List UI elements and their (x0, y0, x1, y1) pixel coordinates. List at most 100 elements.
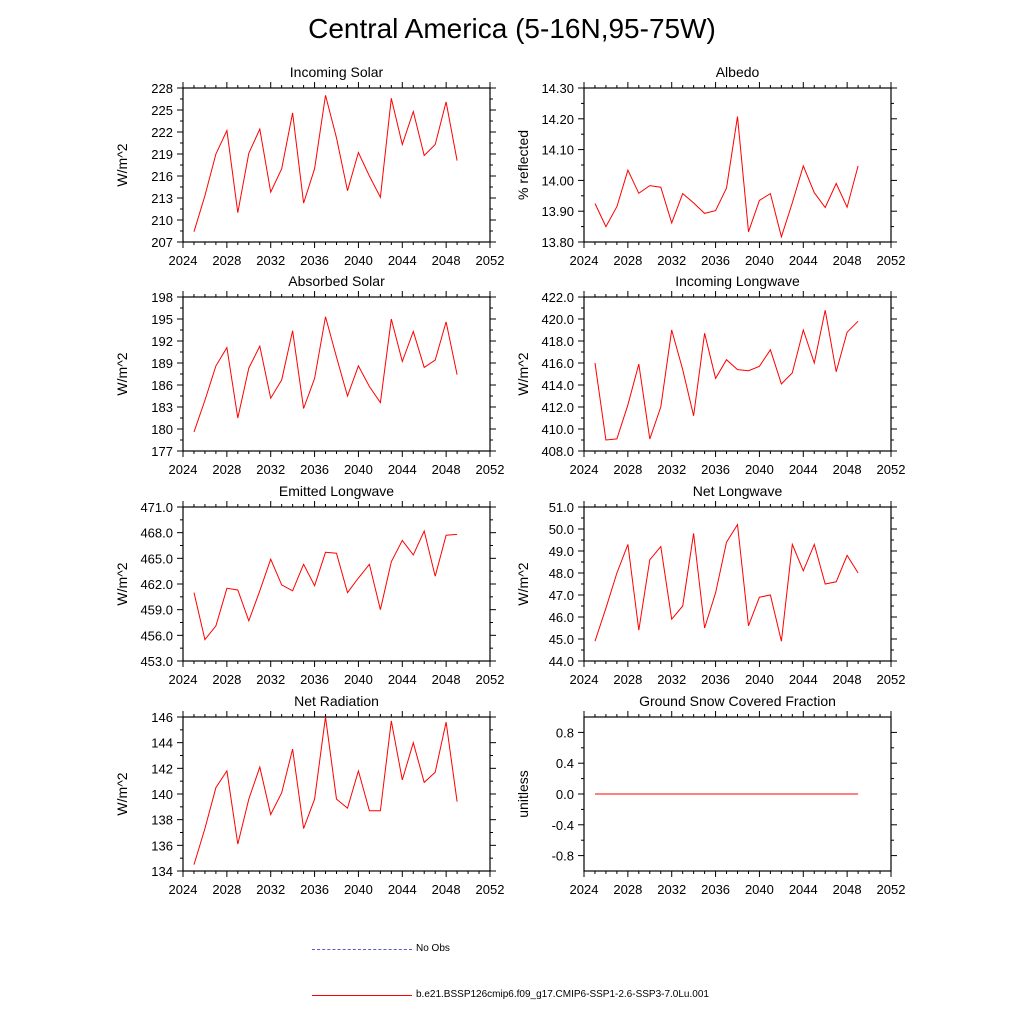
y-tick-label: 412.0 (541, 400, 574, 415)
y-tick-label: 422.0 (541, 290, 574, 305)
y-tick-label: 453.0 (140, 654, 173, 669)
y-tick-label: 44.0 (549, 654, 574, 669)
x-tick-label: 2048 (432, 462, 461, 477)
y-tick-label: 459.0 (140, 603, 173, 618)
x-tick-label: 2028 (212, 253, 241, 268)
x-tick-label: 2044 (388, 253, 417, 268)
y-axis-label: W/m^2 (515, 562, 531, 605)
y-tick-label: 13.90 (541, 204, 574, 219)
y-tick-label: -0.8 (552, 849, 574, 864)
x-tick-label: 2048 (833, 462, 862, 477)
y-tick-label: 45.0 (549, 632, 574, 647)
x-tick-label: 2028 (613, 462, 642, 477)
y-tick-label: 0.4 (556, 756, 574, 771)
y-tick-label: 198 (151, 290, 173, 305)
x-tick-label: 2044 (388, 882, 417, 897)
x-tick-label: 2048 (432, 882, 461, 897)
x-tick-label: 2044 (789, 462, 818, 477)
x-tick-label: 2048 (833, 253, 862, 268)
x-tick-label: 2028 (212, 882, 241, 897)
x-tick-label: 2052 (476, 462, 505, 477)
y-tick-label: 416.0 (541, 356, 574, 371)
plot-frame (583, 506, 892, 662)
x-tick-label: 2024 (570, 253, 599, 268)
plot-frame (182, 506, 491, 662)
y-tick-label: 410.0 (541, 422, 574, 437)
y-tick-label: 51.0 (549, 500, 574, 515)
x-tick-label: 2036 (701, 882, 730, 897)
y-tick-label: 207 (151, 235, 173, 250)
x-tick-label: 2044 (388, 672, 417, 687)
y-tick-label: 177 (151, 444, 173, 459)
panel-title: Net Longwave (693, 483, 783, 499)
panel-title: Net Radiation (294, 693, 379, 709)
y-tick-label: 468.0 (140, 526, 173, 541)
y-tick-label: 471.0 (140, 500, 173, 515)
x-tick-label: 2040 (745, 462, 774, 477)
x-tick-label: 2024 (570, 672, 599, 687)
y-tick-label: 142 (151, 761, 173, 776)
y-tick-label: 222 (151, 125, 173, 140)
x-tick-label: 2044 (789, 672, 818, 687)
x-tick-label: 2048 (432, 672, 461, 687)
x-tick-label: 2048 (833, 882, 862, 897)
series-line (594, 116, 859, 239)
x-tick-label: 2032 (256, 253, 285, 268)
y-tick-label: 47.0 (549, 588, 574, 603)
x-tick-label: 2036 (300, 253, 329, 268)
y-tick-label: 465.0 (140, 551, 173, 566)
x-tick-label: 2028 (613, 882, 642, 897)
chart-panel-2: Absorbed Solar W/m^2 2024 2028 2032 2036 2040 2… (114, 273, 504, 477)
chart-panel-0: Incoming Solar W/m^2 2024 2028 2032 2036 2040 2… (114, 64, 504, 268)
y-tick-label: 0.0 (556, 787, 574, 802)
x-tick-label: 2040 (344, 253, 373, 268)
chart-panel-1: Albedo % reflected 2024 2028 2032 2036 2040 204… (515, 64, 905, 268)
y-tick-label: 210 (151, 213, 173, 228)
panel-title: Emitted Longwave (279, 483, 394, 499)
y-tick-label: 213 (151, 191, 173, 206)
y-axis-label: W/m^2 (114, 772, 130, 815)
x-tick-label: 2052 (877, 462, 906, 477)
y-tick-label: 14.10 (541, 143, 574, 158)
y-tick-label: 189 (151, 356, 173, 371)
x-tick-label: 2032 (256, 462, 285, 477)
x-tick-label: 2044 (789, 882, 818, 897)
x-tick-label: 2036 (701, 672, 730, 687)
y-tick-label: 462.0 (140, 577, 173, 592)
x-tick-label: 2024 (570, 882, 599, 897)
y-tick-label: 219 (151, 147, 173, 162)
x-tick-label: 2032 (657, 462, 686, 477)
x-tick-label: 2024 (169, 462, 198, 477)
y-tick-label: 14.20 (541, 112, 574, 127)
y-tick-label: 144 (151, 736, 173, 751)
legend-dashed-swatch (312, 949, 412, 950)
x-tick-label: 2024 (570, 462, 599, 477)
y-tick-label: 14.00 (541, 173, 574, 188)
y-axis-label: % reflected (515, 130, 531, 200)
series-line (193, 316, 458, 433)
y-axis-label: W/m^2 (114, 143, 130, 186)
x-tick-label: 2028 (613, 672, 642, 687)
y-tick-label: 414.0 (541, 378, 574, 393)
y-tick-label: 46.0 (549, 610, 574, 625)
x-tick-label: 2024 (169, 882, 198, 897)
series-line (193, 95, 458, 232)
plot-frame (583, 296, 892, 452)
x-tick-label: 2048 (833, 672, 862, 687)
y-tick-label: 216 (151, 169, 173, 184)
series-line (594, 310, 859, 441)
x-tick-label: 2036 (300, 462, 329, 477)
plot-frame (583, 87, 892, 243)
x-tick-label: 2052 (877, 253, 906, 268)
legend-solid-swatch (312, 995, 412, 996)
y-tick-label: 14.30 (541, 81, 574, 96)
y-axis-label: W/m^2 (114, 352, 130, 395)
x-tick-label: 2048 (432, 253, 461, 268)
panel-title: Absorbed Solar (288, 273, 385, 289)
chart-panel-7: Ground Snow Covered Fraction unitless 2024… (515, 693, 905, 897)
x-tick-label: 2032 (657, 882, 686, 897)
x-tick-label: 2028 (212, 672, 241, 687)
legend-label-no-obs: No Obs (416, 943, 450, 954)
plot-frame (182, 296, 491, 452)
